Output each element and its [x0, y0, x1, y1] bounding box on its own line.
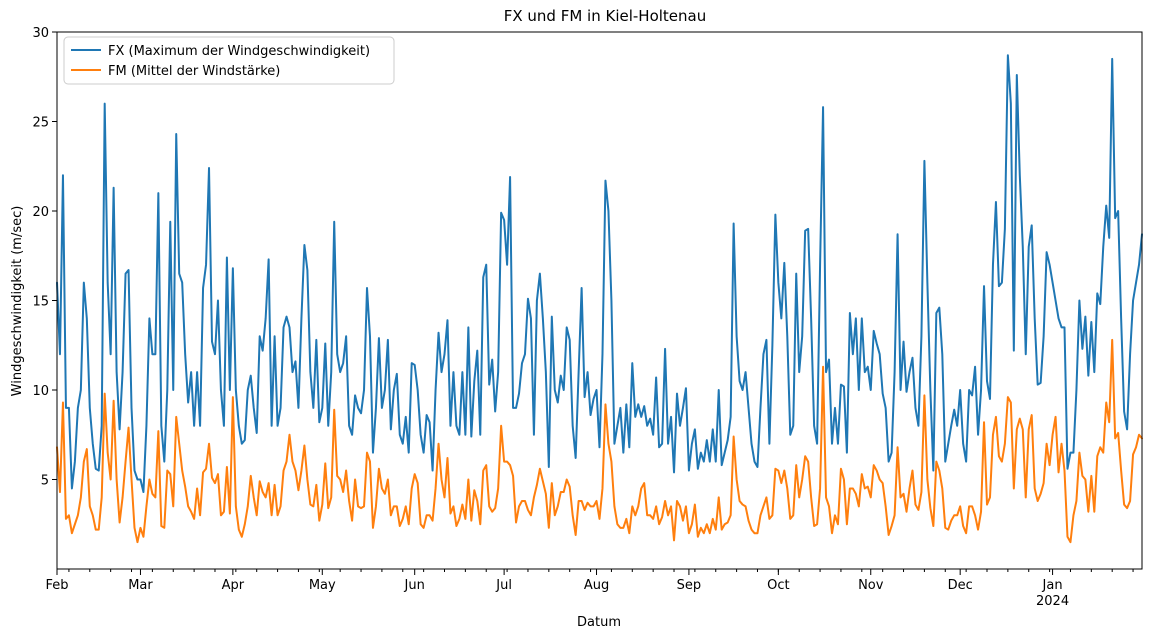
x-tick-label: Dec: [948, 578, 973, 593]
x-tick-label: Jan: [1042, 578, 1063, 593]
x-tick-label: Jul: [495, 578, 512, 593]
x-tick-label: Mar: [128, 578, 153, 593]
legend-box: [63, 36, 395, 85]
x-tick-label: May: [309, 578, 336, 593]
x-tick-label: Jun: [404, 578, 425, 593]
x-tick-label: Feb: [45, 578, 68, 593]
x-tick-label: Oct: [767, 578, 789, 593]
series-line-fm: [56, 338, 1143, 544]
x-tick-label: Aug: [584, 578, 609, 593]
legend-label-fm: FM (Mittel der Windstärke): [108, 64, 280, 79]
x-tick-label: Nov: [858, 578, 884, 593]
x-axis-title: Datum: [577, 615, 621, 630]
series-group: [56, 54, 1143, 544]
y-tick-label: 25: [32, 116, 49, 131]
y-tick-label: 20: [32, 205, 49, 220]
legend: FX (Maximum der Windgeschwindigkeit) FM …: [63, 36, 395, 85]
x-tick-label: Sep: [677, 578, 702, 593]
chart-title: FX und FM in Kiel-Holtenau: [504, 7, 707, 25]
axes: 5 10 15 20 25 30 Feb Mar Apr May Jun Jul Aug Sep Oct No…: [32, 26, 1143, 609]
y-tick-label: 15: [32, 295, 49, 310]
y-axis-title: Windgeschwindigkeit (m/sec): [10, 206, 25, 397]
x-tick-label: Apr: [222, 578, 245, 593]
y-tick-label: 10: [32, 384, 49, 399]
x-tick-sublabel: 2024: [1036, 594, 1069, 609]
y-tick-label: 30: [32, 26, 49, 41]
y-tick-label: 5: [41, 474, 49, 489]
series-line-fx: [56, 54, 1143, 494]
legend-label-fx: FX (Maximum der Windgeschwindigkeit): [108, 44, 370, 59]
